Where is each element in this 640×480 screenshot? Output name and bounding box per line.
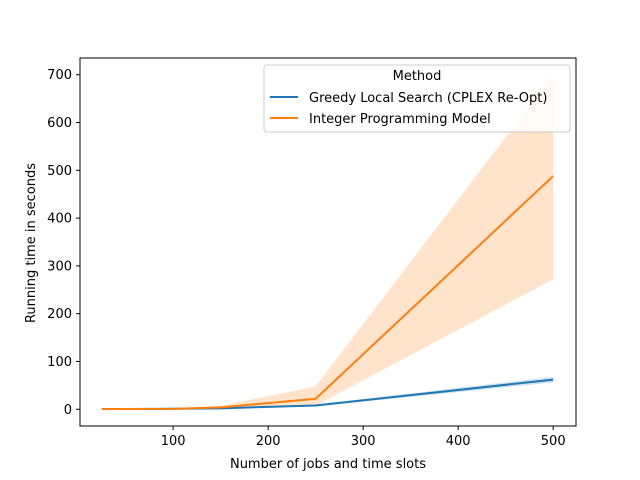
x-tick-label: 300	[351, 434, 376, 449]
plot-frame	[79, 57, 577, 427]
series-lines	[101, 175, 554, 411]
x-tick-label: 200	[256, 434, 281, 449]
series-line-1	[101, 175, 554, 411]
x-tick-label: 400	[446, 434, 471, 449]
legend-box	[263, 64, 571, 133]
y-tick-label: 500	[47, 164, 72, 179]
x-axis-ticks: 100 200 300 400 500	[161, 426, 566, 449]
y-tick-label: 600	[47, 116, 72, 131]
y-axis-label: Running time in seconds	[24, 163, 39, 323]
confidence-bands	[101, 74, 554, 410]
x-axis-label: Number of jobs and time slots	[230, 457, 426, 472]
x-tick-label: 500	[541, 434, 566, 449]
legend-title: Method	[393, 69, 442, 84]
y-tick-label: 0	[64, 403, 72, 418]
y-tick-label: 300	[47, 259, 72, 274]
x-tick-label: 100	[161, 434, 186, 449]
legend-entry-greedy: Greedy Local Search (CPLEX Re-Opt)	[309, 91, 547, 106]
confidence-band-series-1	[101, 74, 554, 410]
y-tick-label: 100	[47, 355, 72, 370]
y-tick-label: 200	[47, 307, 72, 322]
legend: Method Greedy Local Search (CPLEX Re-Opt…	[263, 64, 571, 133]
y-tick-label: 400	[47, 212, 72, 227]
y-tick-label: 700	[47, 68, 72, 83]
legend-entry-integer-programming: Integer Programming Model	[309, 112, 491, 127]
y-axis-ticks: 0 100 200 300 400 500 600 700	[47, 68, 80, 418]
